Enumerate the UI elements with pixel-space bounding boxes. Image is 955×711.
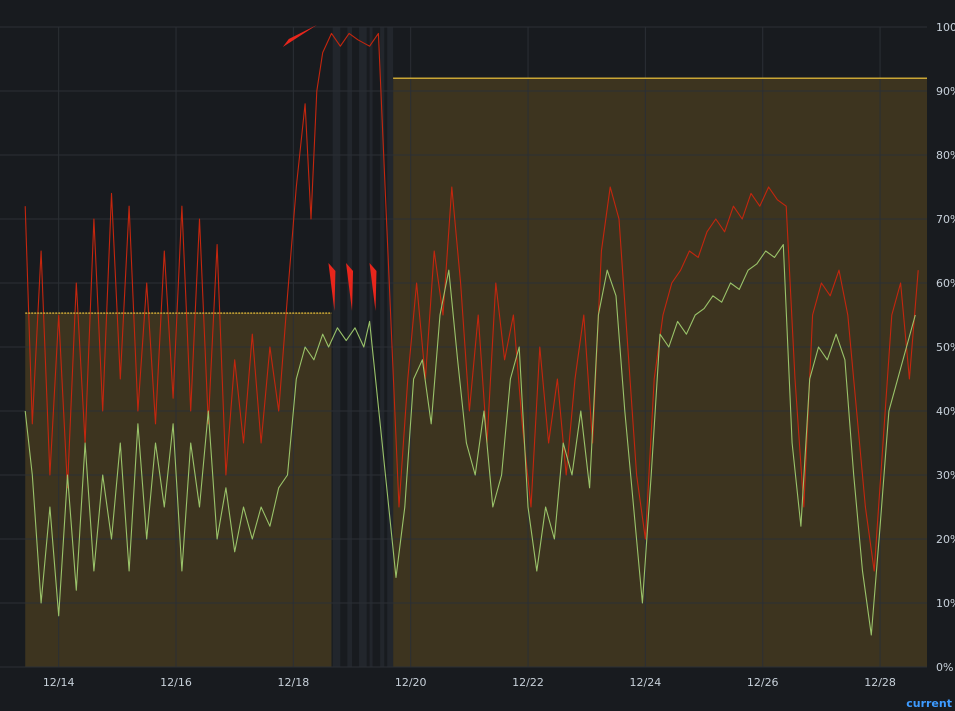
series-line-0 [24, 32, 919, 572]
y-tick-label-10: 10% [936, 597, 955, 610]
y-tick-label-0: 0% [936, 661, 953, 674]
annotation-arrow-2 [346, 263, 354, 311]
y-tick-label-30: 30% [936, 469, 955, 482]
y-tick-label-80: 80% [936, 149, 955, 162]
x-tick-label-12/14: 12/14 [43, 676, 75, 689]
y-tick-label-60: 60% [936, 277, 955, 290]
y-tick-label-50: 50% [936, 341, 955, 354]
annotation-arrow-0 [282, 25, 317, 47]
x-tick-label-12/26: 12/26 [747, 676, 779, 689]
x-tick-label-12/22: 12/22 [512, 676, 544, 689]
y-tick-label-100: 100% [936, 21, 955, 34]
x-tick-label-12/18: 12/18 [278, 676, 310, 689]
y-tick-label-20: 20% [936, 533, 955, 546]
x-tick-label-12/16: 12/16 [160, 676, 192, 689]
y-tick-label-40: 40% [936, 405, 955, 418]
annotation-arrow-1 [328, 263, 336, 311]
x-axis-ticks: 12/14 12/16 12/18 12/20 12/22 12/24 12/26 12/28 [43, 676, 896, 689]
x-tick-label-12/20: 12/20 [395, 676, 427, 689]
y-axis-ticks: 0% 10% 20% 30% 40% 50% 60% 70% 80% 90% 100% [936, 21, 955, 674]
series-line-1 [24, 244, 916, 636]
x-tick-label-12/28: 12/28 [864, 676, 896, 689]
x-tick-label-12/24: 12/24 [630, 676, 662, 689]
legend-current-label[interactable]: current [906, 697, 952, 710]
annotation-arrows [282, 25, 377, 311]
y-tick-label-90: 90% [936, 85, 955, 98]
threshold-fill-0 [25, 313, 332, 667]
series-lines [24, 32, 919, 636]
y-tick-label-70: 70% [936, 213, 955, 226]
threshold-lines [25, 77, 927, 314]
threshold-fills [25, 78, 927, 667]
annotation-arrow-3 [369, 263, 377, 311]
